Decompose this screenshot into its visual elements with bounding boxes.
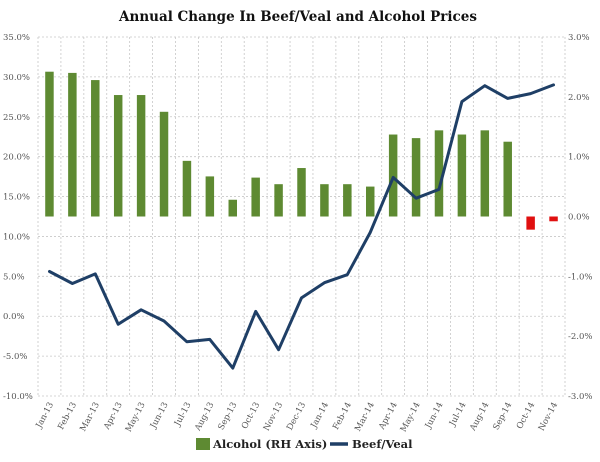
beef-veal-line — [48, 83, 555, 370]
x-tick-label: Sep-13 — [217, 401, 240, 432]
alcohol-bar — [411, 138, 421, 217]
alcohol-bar — [45, 71, 54, 217]
left-tick-label: 15.0% — [3, 193, 30, 203]
left-tick-label: 30.0% — [3, 73, 30, 83]
left-tick-label: -5.0% — [3, 352, 27, 362]
x-tick-label: Nov-13 — [262, 401, 285, 433]
alcohol-bar — [228, 199, 237, 217]
alcohol-bar — [320, 184, 329, 217]
alcohol-bar — [274, 184, 283, 217]
left-tick-label: 35.0% — [3, 33, 30, 43]
alcohol-bar — [434, 130, 444, 217]
x-tick-label: Mar-13 — [78, 401, 102, 434]
alcohol-bar — [205, 176, 215, 217]
x-tick-label: Aug-14 — [468, 401, 492, 434]
legend: Alcohol (RH Axis) Beef/Veal — [196, 437, 413, 451]
alcohol-bar — [159, 111, 169, 217]
x-tick-label: Jul-13 — [172, 401, 193, 429]
alcohol-bar — [91, 80, 100, 217]
x-tick-label: Feb-14 — [331, 401, 354, 432]
alcohol-bar — [343, 184, 352, 217]
right-tick-label: 2.0% — [568, 93, 590, 103]
alcohol-bar — [297, 168, 306, 217]
x-tick-label: Aug-13 — [193, 401, 217, 434]
right-tick-label: 3.0% — [568, 33, 590, 43]
alcohol-bar — [549, 216, 558, 222]
alcohol-bar — [457, 134, 467, 217]
x-tick-label: May-13 — [124, 401, 148, 434]
x-tick-label: Jul-14 — [447, 401, 468, 429]
x-tick-label: Apr-13 — [102, 401, 125, 432]
alcohol-bar — [68, 72, 77, 217]
x-tick-label: Apr-14 — [377, 401, 400, 432]
legend-label-alcohol: Alcohol (RH Axis) — [212, 437, 327, 451]
x-tick-label: Mar-14 — [353, 401, 377, 434]
legend-swatch-alcohol — [196, 438, 210, 450]
alcohol-bar — [136, 95, 146, 217]
chart-title: Annual Change In Beef/Veal and Alcohol P… — [118, 9, 477, 25]
right-tick-label: -2.0% — [568, 332, 592, 342]
left-tick-label: 20.0% — [3, 153, 30, 163]
alcohol-bar — [503, 141, 512, 217]
x-tick-label: Jan-13 — [34, 401, 56, 431]
right-tick-label: 0.0% — [568, 213, 590, 223]
x-tick-label: Nov-14 — [537, 401, 560, 433]
alcohol-bar — [113, 95, 123, 217]
left-tick-label: 5.0% — [3, 272, 25, 282]
beef-veal-series-line — [48, 83, 555, 370]
right-axis: 3.0% 2.0% 1.0% 0.0% -1.0% -2.0% -3.0% — [568, 33, 592, 402]
x-tick-label: Feb-13 — [56, 401, 79, 432]
alcohol-bar — [182, 160, 192, 217]
right-tick-label: 1.0% — [568, 153, 590, 163]
x-tick-label: Sep-14 — [491, 401, 514, 432]
legend-label-beef-veal: Beef/Veal — [352, 437, 413, 451]
alcohol-bar — [526, 216, 535, 230]
left-tick-label: 0.0% — [3, 312, 25, 322]
right-tick-label: -3.0% — [568, 392, 592, 402]
left-axis: 35.0% 30.0% 25.0% 20.0% 15.0% 10.0% 5.0% 0.0% -5… — [3, 33, 33, 402]
left-tick-label: 25.0% — [3, 113, 30, 123]
x-tick-label: Jun-13 — [148, 401, 170, 431]
alcohol-bar — [251, 177, 260, 217]
alcohol-bar — [388, 134, 398, 217]
x-tick-label: Dec-13 — [285, 401, 308, 432]
left-tick-label: -10.0% — [3, 392, 33, 402]
x-tick-label: Oct-14 — [515, 401, 537, 431]
x-tick-label: Jan-14 — [309, 401, 331, 431]
x-tick-label: Oct-13 — [240, 401, 262, 431]
left-tick-label: 10.0% — [3, 232, 30, 242]
x-tick-label: May-14 — [399, 401, 423, 434]
x-tick-label: Jun-14 — [423, 401, 445, 431]
right-tick-label: -1.0% — [568, 272, 592, 282]
alcohol-bar — [366, 186, 375, 217]
alcohol-bar — [480, 130, 490, 217]
alcohol-bars — [45, 71, 558, 230]
